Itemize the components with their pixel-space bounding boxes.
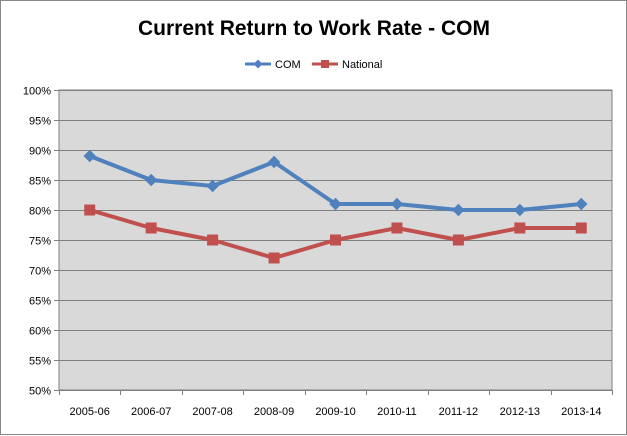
series-com — [83, 149, 588, 217]
data-point — [330, 234, 341, 246]
data-point — [268, 252, 280, 264]
chart-title: Current Return to Work Rate - COM — [138, 17, 490, 40]
legend-item: National — [312, 59, 382, 71]
x-tick-label: 2008-09 — [254, 406, 294, 418]
legend-item: COM — [245, 59, 301, 71]
data-point — [84, 204, 96, 216]
y-tick-label: 85% — [29, 176, 51, 188]
data-point — [452, 234, 464, 246]
y-tick-label: 60% — [29, 326, 51, 338]
x-tick-label: 2012-13 — [500, 406, 540, 418]
data-point — [144, 173, 158, 187]
y-tick-label: 90% — [29, 146, 51, 158]
y-tick-label: 55% — [29, 356, 51, 368]
x-tick-label: 2013-14 — [561, 406, 601, 418]
series-layer — [83, 149, 588, 264]
x-tick-label: 2011-12 — [439, 406, 479, 418]
data-point — [267, 155, 281, 169]
data-point — [575, 197, 588, 211]
y-tick-label: 80% — [29, 206, 51, 218]
legend-label: National — [342, 59, 382, 71]
legend-marker — [253, 59, 263, 69]
x-tick-label: 2007-08 — [192, 406, 232, 418]
x-axis: 2005-06 2006-07 2007-08 2008-09 2009-10 2010-… — [59, 390, 613, 418]
y-tick-label: 65% — [29, 296, 51, 308]
x-tick-label: 2009-10 — [315, 406, 355, 418]
data-point — [83, 149, 96, 163]
data-point — [513, 203, 527, 217]
y-tick-label: 95% — [29, 116, 51, 128]
legend-marker — [321, 60, 329, 68]
data-point — [514, 222, 526, 234]
data-point — [206, 179, 219, 193]
data-point — [207, 234, 219, 246]
y-tick-label: 75% — [29, 236, 51, 248]
y-tick-label: 50% — [29, 386, 51, 398]
data-point — [391, 222, 403, 234]
data-point — [329, 197, 342, 211]
data-point — [145, 222, 157, 234]
y-tick-label: 100% — [23, 86, 51, 98]
x-tick-label: 2010-11 — [377, 406, 417, 418]
data-point — [575, 222, 587, 234]
series-national — [84, 204, 587, 264]
x-tick-label: 2006-07 — [131, 406, 171, 418]
data-point — [390, 197, 404, 211]
x-tick-label: 2005-06 — [70, 406, 110, 418]
data-point — [452, 203, 465, 217]
y-axis: 50% 55% 60% 65% 70% 75% 80% 85% 90% 95% 100% — [23, 86, 59, 398]
legend: COM National — [245, 59, 382, 71]
legend-label: COM — [275, 59, 301, 71]
y-tick-label: 70% — [29, 266, 51, 278]
